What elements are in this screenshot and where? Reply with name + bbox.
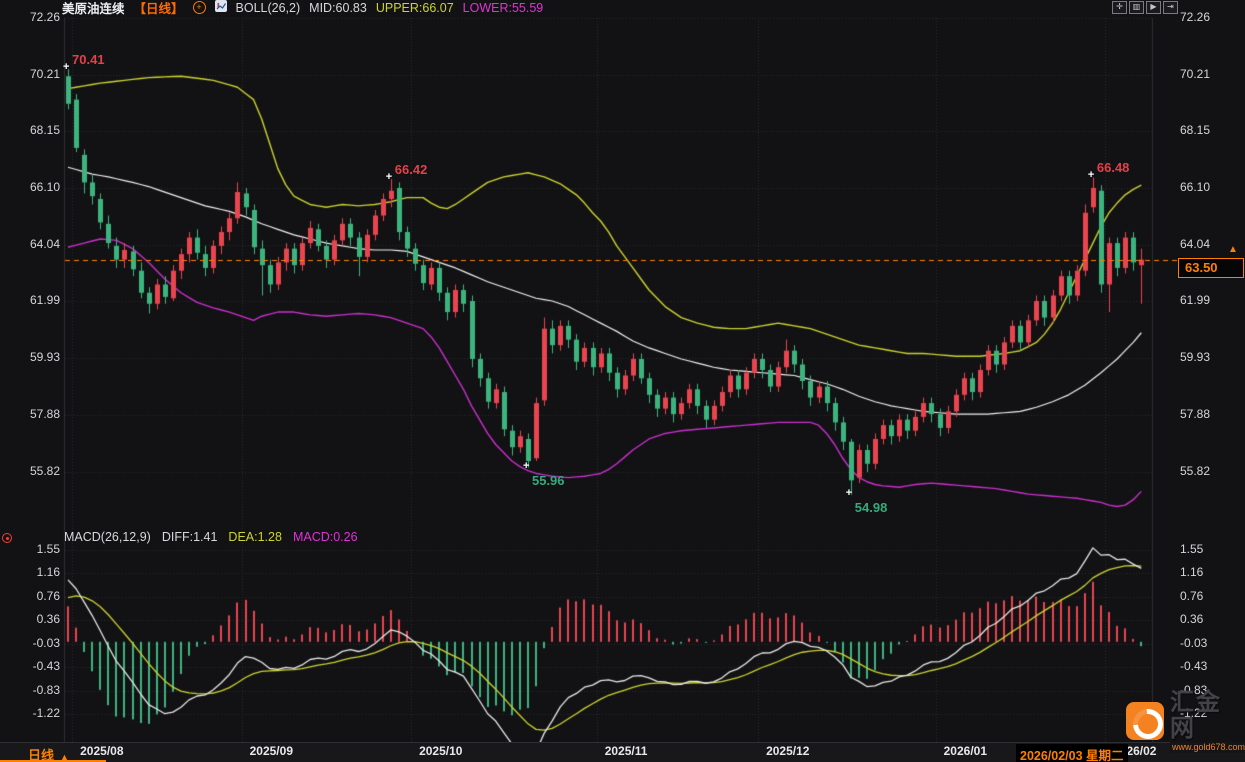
- logo-name: 汇金网: [1170, 688, 1222, 742]
- price-axis-label-left: 66.10: [29, 179, 60, 194]
- selected-date-tooltip: 2026/02/03 星期二: [1016, 744, 1128, 762]
- huijin-logo-icon: [1126, 702, 1170, 746]
- indicator-target-icon[interactable]: [2, 533, 12, 543]
- bottom-bar: [0, 742, 1245, 762]
- price-axis-label-right: 57.88: [1180, 406, 1211, 421]
- crosshair-icon[interactable]: ✛: [1112, 1, 1127, 14]
- last-price-box: 63.50: [1178, 258, 1244, 278]
- macd-axis-label-left: 1.55: [36, 542, 60, 557]
- macd-axis-label-left: 0.76: [36, 588, 60, 603]
- price-axis-label-right: 66.10: [1180, 179, 1211, 194]
- macd-axis-label-left: -0.03: [32, 635, 60, 650]
- price-up-arrow-icon: ▲: [1228, 244, 1238, 255]
- macd-diff-value: DIFF:1.41: [161, 530, 218, 544]
- macd-indicator-label: MACD(26,12,9): [64, 530, 151, 544]
- macd-axis-label-left: -1.22: [32, 706, 60, 721]
- price-axis-label-left: 64.04: [29, 236, 60, 251]
- price-axis-label-left: 55.82: [29, 463, 60, 478]
- price-axis-label-right: 64.04: [1180, 236, 1211, 251]
- period-tag[interactable]: 【日线】: [133, 2, 184, 16]
- date-axis-label: 2026/01: [943, 744, 988, 758]
- macd-value: MACD:0.26: [292, 530, 358, 544]
- price-axis-label-right: 61.99: [1180, 293, 1211, 308]
- price-annotation: 70.41: [72, 52, 105, 68]
- active-period-underline: [0, 760, 106, 762]
- macd-axis-label-left: -0.43: [32, 659, 60, 674]
- chart-toolbar: ✛ ▥ ▶ ⇥: [1112, 1, 1178, 14]
- price-axis-label-left: 68.15: [29, 123, 60, 138]
- price-annotation: 54.98: [854, 499, 888, 515]
- price-axis-label-left: 70.21: [29, 66, 60, 81]
- price-annotation: 55.96: [531, 472, 565, 488]
- price-axis-label-right: 68.15: [1180, 123, 1211, 138]
- jump-right-icon[interactable]: ⇥: [1163, 1, 1178, 14]
- macd-dea-value: DEA:1.28: [228, 530, 282, 544]
- annotation-cross-icon: +: [845, 486, 853, 499]
- annotation-cross-icon: +: [522, 459, 530, 472]
- macd-axis-label-right: 1.55: [1180, 542, 1204, 557]
- period-daily-label: 日线: [28, 748, 55, 762]
- date-axis-label: 2025/11: [604, 744, 648, 758]
- period-daily-button[interactable]: 日线 ▲: [28, 745, 69, 762]
- macd-axis-label-left: -0.83: [32, 682, 60, 697]
- macd-header: MACD(26,12,9) DIFF:1.41 DEA:1.28 MACD:0.…: [64, 530, 358, 544]
- annotation-cross-icon: +: [385, 171, 393, 184]
- boll-upper-value: UPPER:66.07: [375, 0, 454, 15]
- date-axis-label: 2025/09: [249, 744, 293, 758]
- boll-indicator-label: BOLL(26,2): [235, 0, 301, 15]
- date-axis-label: 2025/12: [766, 744, 810, 758]
- price-axis-label-left: 61.99: [29, 293, 60, 308]
- annotation-cross-icon: +: [1087, 169, 1095, 182]
- huijin-logo: 汇金网 www.gold678.com: [1126, 689, 1245, 753]
- price-axis-label-left: 59.93: [29, 350, 60, 365]
- annotation-cross-icon: +: [63, 61, 70, 74]
- price-axis-label-right: 55.82: [1180, 463, 1211, 478]
- panels-icon[interactable]: ▥: [1129, 1, 1144, 14]
- macd-axis-label-right: -0.03: [1180, 635, 1208, 650]
- add-indicator-icon[interactable]: +: [192, 1, 206, 14]
- macd-axis-label-right: 1.16: [1180, 565, 1204, 580]
- price-axis-label-right: 59.93: [1180, 350, 1211, 365]
- mini-kline-icon[interactable]: [214, 0, 227, 15]
- macd-axis-label-right: -0.43: [1180, 659, 1208, 674]
- chevron-up-icon: ▲: [60, 752, 69, 762]
- boll-lower-value: LOWER:55.59: [462, 0, 544, 15]
- price-axis-label-right: 72.26: [1180, 10, 1211, 24]
- symbol-name: 美原油连续: [62, 2, 125, 16]
- playback-icon[interactable]: ▶: [1146, 1, 1161, 14]
- macd-axis-label-right: -0.83: [1180, 682, 1208, 697]
- macd-axis-label-right: -1.22: [1180, 706, 1208, 721]
- logo-url: www.gold678.com: [1170, 741, 1245, 753]
- boll-mid-value: MID:60.83: [309, 0, 367, 15]
- macd-axis-label-right: 0.76: [1180, 588, 1204, 603]
- price-axis-label-left: 72.26: [29, 10, 60, 24]
- macd-axis-label-right: 0.36: [1180, 612, 1204, 627]
- date-axis-label: 2025/08: [80, 744, 124, 758]
- price-axis-label-left: 57.88: [29, 406, 60, 421]
- macd-axis-label-left: 1.16: [36, 565, 60, 580]
- price-axis-label-right: 70.21: [1180, 66, 1211, 81]
- main-chart-header: 美原油连续 【日线】 + BOLL(26,2) MID:60.83 UPPER:…: [62, 0, 544, 16]
- price-annotation: 66.48: [1096, 160, 1130, 176]
- date-axis-label: 2025/10: [419, 744, 463, 758]
- price-annotation: 66.42: [394, 162, 428, 178]
- macd-axis-label-left: 0.36: [36, 612, 60, 627]
